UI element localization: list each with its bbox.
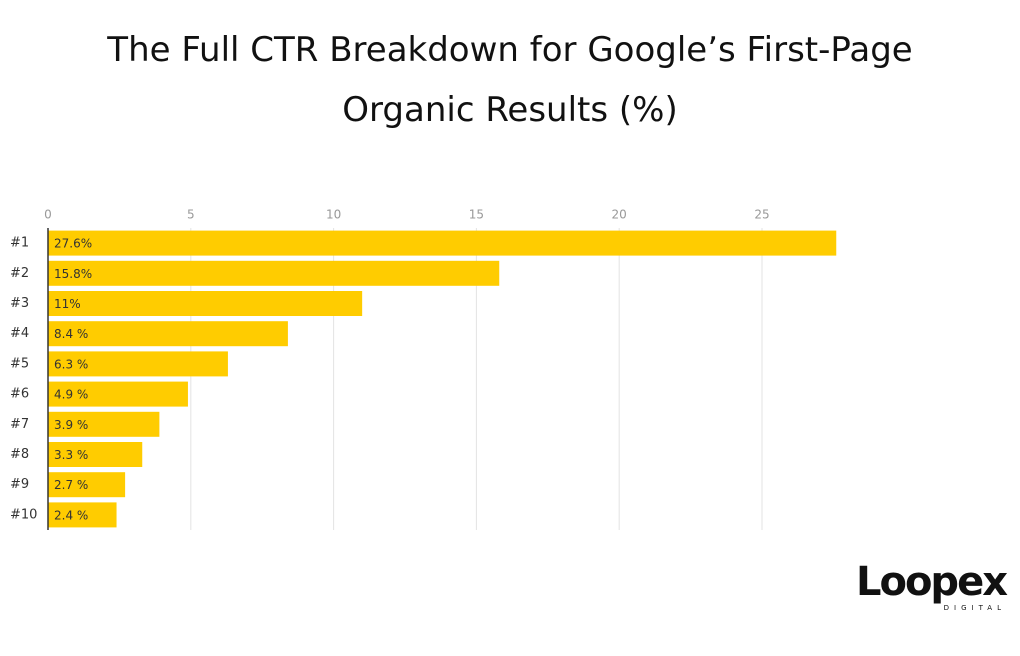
y-tick-label: #6 [10, 387, 29, 402]
y-tick-label: #5 [10, 356, 29, 371]
value-label: 2.7 % [54, 478, 88, 492]
y-tick-label: #1 [10, 236, 29, 251]
logo: Loopex DIGITAL [855, 559, 1008, 612]
logo-name: Loopex [855, 559, 1008, 605]
y-tick-label: #7 [10, 417, 29, 432]
y-tick-label: #2 [10, 266, 29, 281]
y-tick-label: #8 [10, 447, 29, 462]
x-tick-label: 20 [612, 208, 627, 222]
value-label: 11% [54, 297, 81, 311]
bar [48, 230, 837, 256]
bar [48, 411, 160, 437]
bar [48, 381, 188, 407]
y-tick-label: #9 [10, 477, 29, 492]
value-label: 27.6% [54, 237, 92, 251]
x-tick-label: 5 [187, 208, 195, 222]
y-tick-label: #4 [10, 326, 29, 341]
value-label: 8.4 % [54, 327, 88, 341]
bar [48, 351, 228, 377]
y-tick-label: #10 [10, 507, 37, 522]
value-label: 6.3 % [54, 357, 88, 371]
bar [48, 472, 126, 498]
bar [48, 442, 143, 467]
x-tick-label: 25 [754, 208, 769, 222]
chart-title: The Full CTR Breakdown for Google’s Firs… [107, 30, 913, 130]
bar [48, 321, 288, 347]
bar [48, 260, 500, 286]
value-label: 3.3 % [54, 448, 88, 462]
value-label: 2.4 % [54, 508, 88, 522]
bar [48, 291, 363, 316]
value-label: 15.8% [54, 267, 92, 281]
value-label: 3.9 % [54, 418, 88, 432]
logo-tagline: DIGITAL [943, 604, 1006, 612]
x-tick-label: 10 [326, 208, 341, 222]
x-tick-label: 15 [469, 208, 484, 222]
y-tick-label: #3 [10, 296, 29, 311]
x-tick-label: 0 [44, 208, 52, 222]
bar [48, 502, 117, 528]
value-label: 4.9 % [54, 388, 88, 402]
